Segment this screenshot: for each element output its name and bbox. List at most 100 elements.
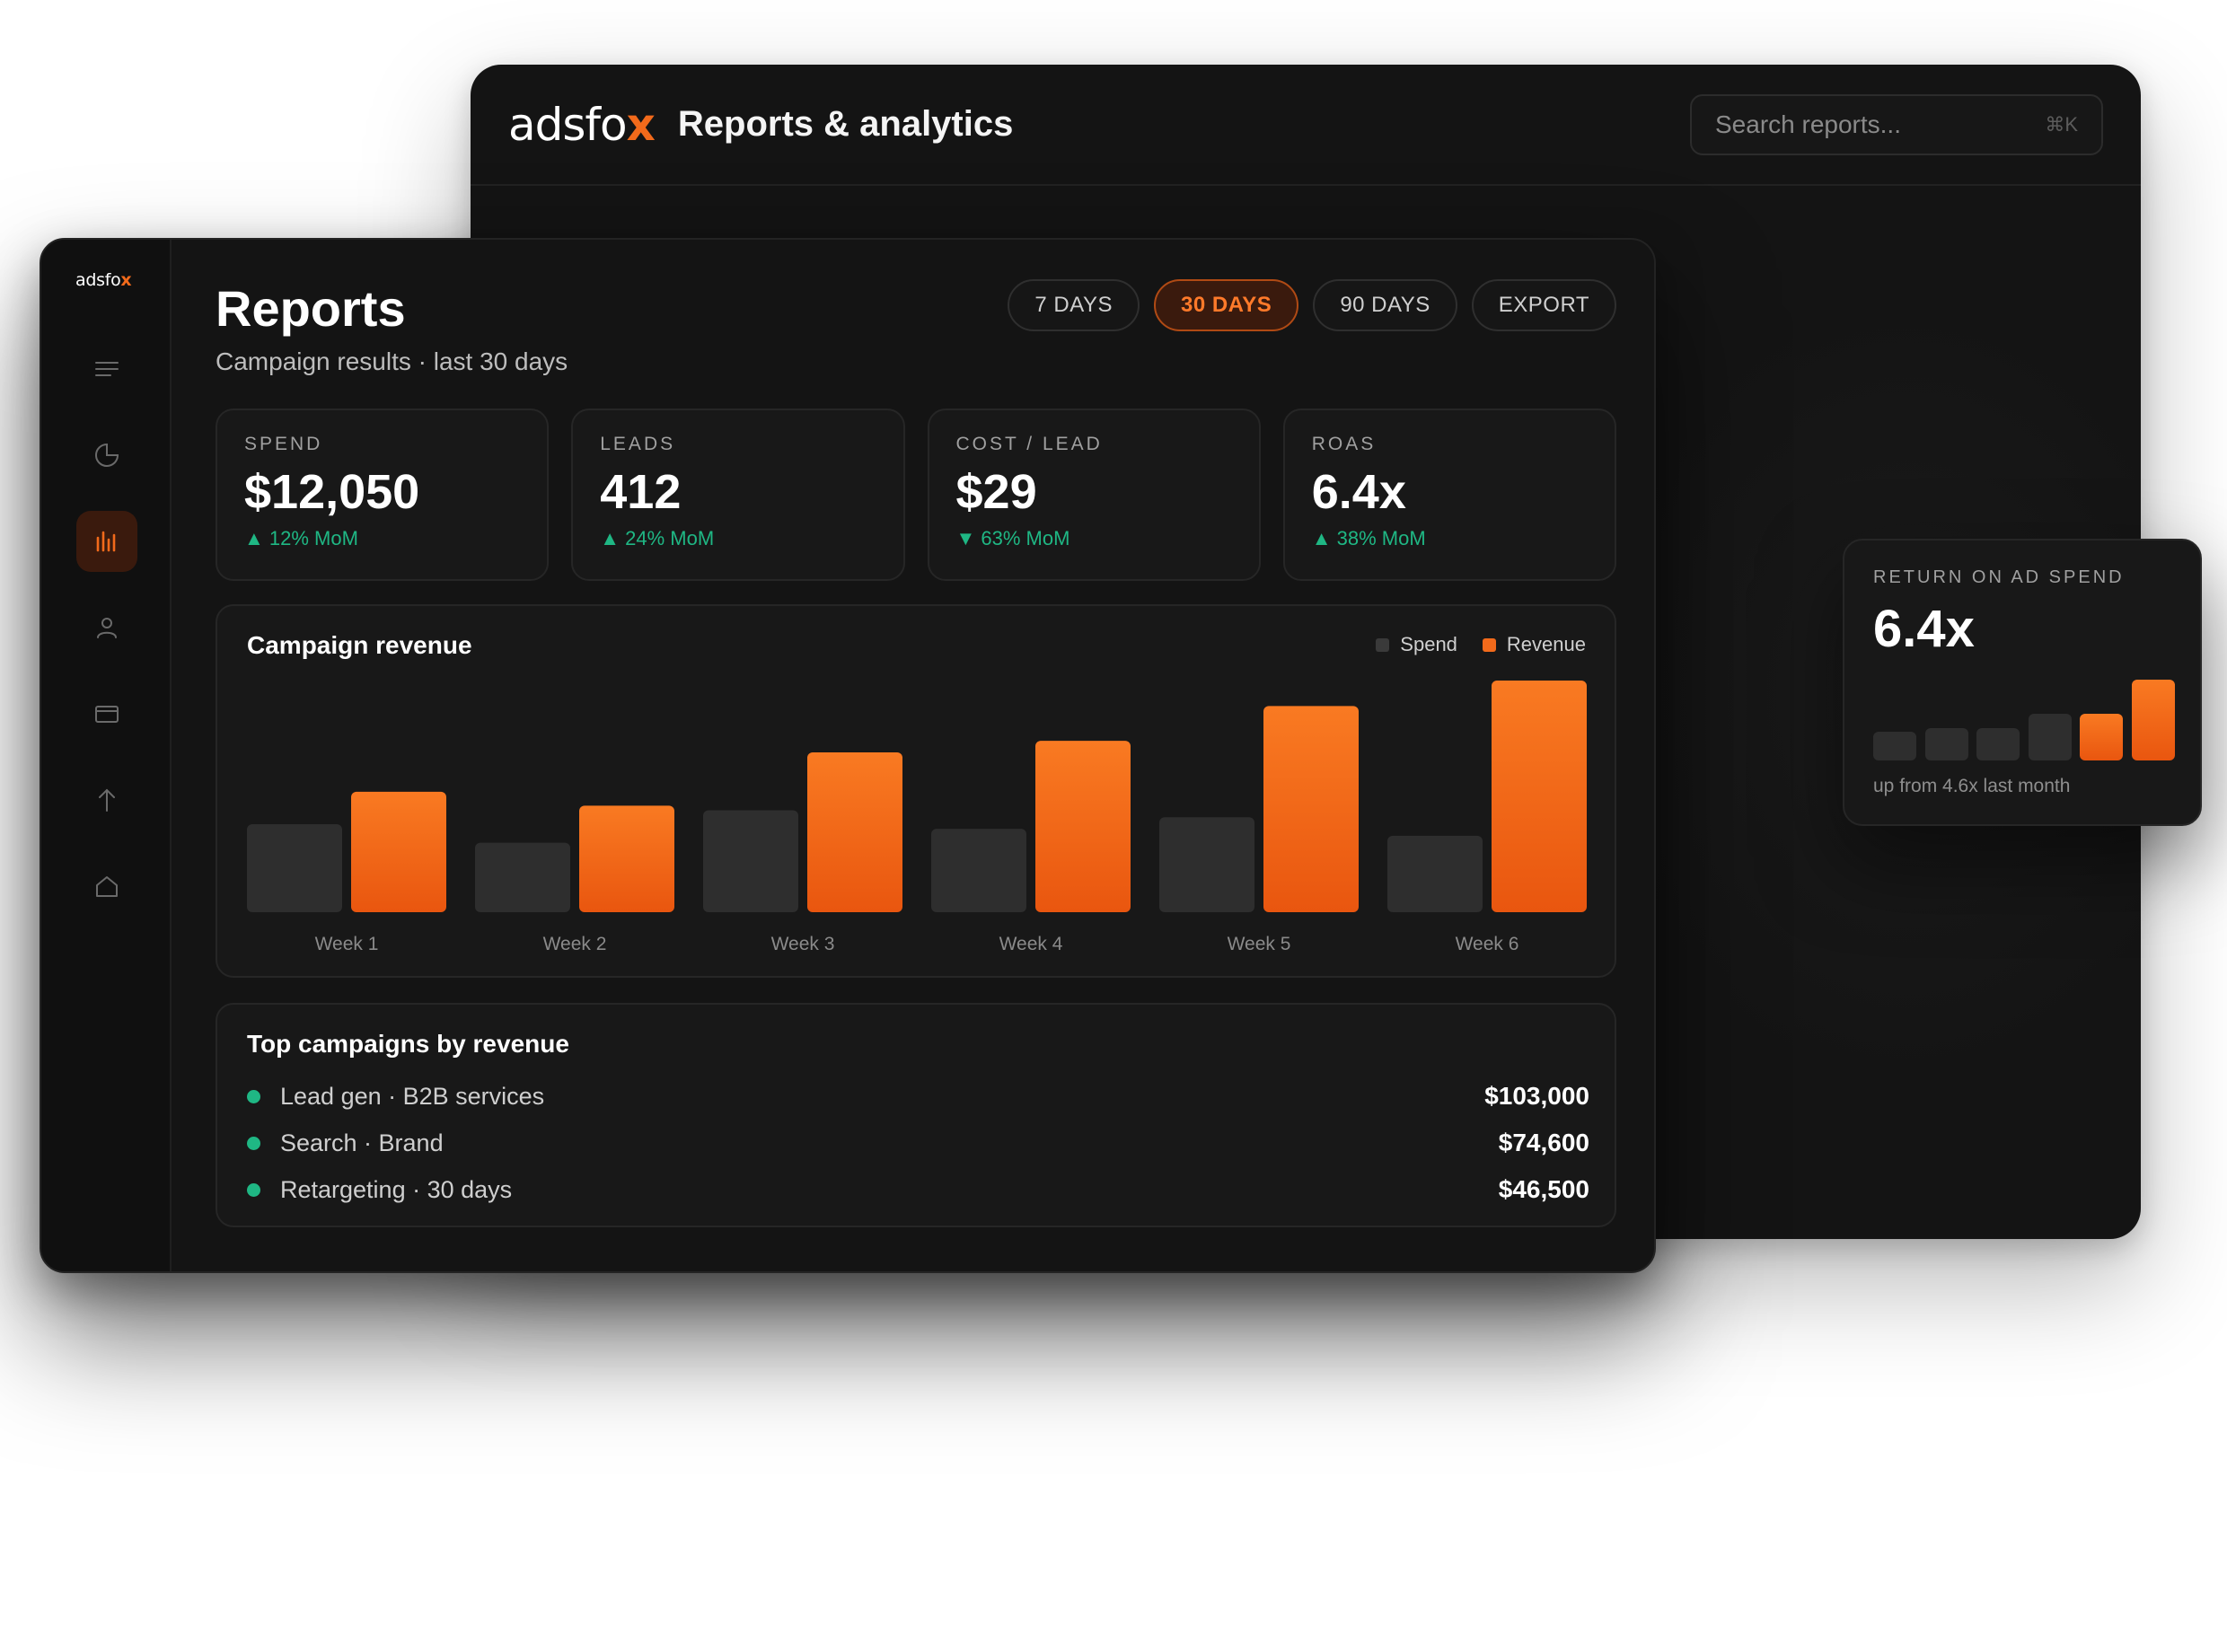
roas-spark-bar — [1924, 728, 1968, 760]
bar-revenue-week-1[interactable] — [351, 791, 446, 912]
date-range-selector: 7 DAYS 30 DAYS 90 DAYS EXPORT — [1008, 279, 1616, 331]
x-tick-label: Week 2 — [543, 934, 607, 954]
campaign-name: Lead gen · B2B services — [280, 1082, 545, 1110]
bar-spend-week-2[interactable] — [475, 842, 570, 912]
upload-icon — [99, 788, 115, 812]
campaign-revenue-chart-card: Week 1 Week 2 Week 3 Week 4 Week 5 Week 6 Cam… — [216, 604, 1616, 978]
legend-label: Spend — [1400, 633, 1457, 655]
export-button[interactable]: EXPORT — [1471, 279, 1616, 331]
kpi-card-spend[interactable]: SPEND $12,050 ▲ 12% MoM — [216, 409, 550, 581]
sidebar: adsfox — [41, 240, 172, 1271]
kpi-label: COST / LEAD — [955, 434, 1103, 454]
range-7-days-button[interactable]: 7 DAYS — [1008, 279, 1140, 331]
bar-revenue-week-5[interactable] — [1263, 706, 1359, 912]
kpi-label: SPEND — [244, 434, 323, 454]
bar-revenue-week-2[interactable] — [579, 805, 674, 912]
bar-spend-week-1[interactable] — [247, 823, 342, 912]
campaign-revenue: $74,600 — [1498, 1129, 1589, 1156]
search-shortcut: ⌘K — [2045, 112, 2078, 136]
bar-spend-week-6[interactable] — [1387, 835, 1483, 912]
pie-chart-icon — [95, 443, 119, 467]
roas-summary-card[interactable]: RETURN ON AD SPEND 6.4x up from 4.6x las… — [1843, 539, 2202, 826]
roas-spark-bar — [2028, 713, 2072, 760]
bar-spend-week-3[interactable] — [703, 810, 798, 912]
sidebar-item-export[interactable] — [76, 769, 137, 830]
sidebar-logo[interactable]: adsfox — [75, 270, 132, 290]
x-tick-label: Week 6 — [1456, 934, 1519, 954]
bar-revenue-week-3[interactable] — [807, 751, 902, 912]
search-placeholder: Search reports... — [1715, 110, 1901, 138]
kpi-change: ▲ 24% MoM — [600, 527, 715, 549]
status-dot — [247, 1182, 260, 1197]
legend-swatch-revenue — [1482, 637, 1496, 652]
kpi-card-cost-per-lead[interactable]: COST / LEAD $29 ▼ 63% MoM — [927, 409, 1261, 581]
x-tick-label: Week 1 — [315, 934, 379, 954]
legend-label: Revenue — [1506, 633, 1586, 655]
bar-spend-week-5[interactable] — [1159, 817, 1254, 912]
x-tick-label: Week 4 — [999, 934, 1063, 954]
menu-icon — [95, 362, 119, 376]
logo-mark: x — [626, 98, 656, 151]
campaign-row[interactable]: Search · Brand $74,600 — [247, 1120, 1589, 1166]
sidebar-item-menu[interactable] — [76, 338, 137, 400]
legend-item-spend[interactable]: Spend — [1376, 633, 1457, 656]
page-title: Reports — [216, 280, 406, 337]
x-tick-label: Week 5 — [1228, 934, 1291, 954]
sidebar-item-reports[interactable] — [76, 511, 137, 572]
campaign-name: Retargeting · 30 days — [280, 1175, 513, 1203]
roas-value: 6.4x — [1873, 600, 1975, 658]
bar-revenue-week-6[interactable] — [1492, 681, 1587, 912]
logo-mark: x — [120, 270, 132, 290]
range-30-days-button[interactable]: 30 DAYS — [1153, 279, 1299, 331]
kpi-change: ▲ 38% MoM — [1311, 527, 1426, 549]
range-90-days-button[interactable]: 90 DAYS — [1313, 279, 1457, 331]
campaign-row[interactable]: Lead gen · B2B services $103,000 — [247, 1073, 1589, 1120]
roas-spark-bar — [2080, 713, 2124, 760]
kpi-card-roas[interactable]: ROAS 6.4x ▲ 38% MoM — [1282, 409, 1616, 581]
bar-spend-week-4[interactable] — [931, 829, 1026, 912]
card-icon — [95, 706, 119, 723]
logo-text: adsfo — [508, 98, 628, 151]
sidebar-item-overview[interactable] — [76, 425, 137, 486]
sidebar-item-billing[interactable] — [76, 683, 137, 744]
legend-item-revenue[interactable]: Revenue — [1482, 633, 1586, 656]
kpi-card-leads[interactable]: LEADS 412 ▲ 24% MoM — [571, 409, 905, 581]
home-icon — [96, 876, 118, 897]
logo-text: adsfo — [75, 270, 121, 290]
roas-spark-bar — [1873, 731, 1916, 760]
kpi-value: 6.4x — [1311, 465, 1406, 519]
bar-revenue-week-4[interactable] — [1035, 741, 1131, 912]
kpi-row: SPEND $12,050 ▲ 12% MoM LEADS 412 ▲ 24% … — [216, 409, 1616, 581]
reports-window: adsfox — [40, 238, 1656, 1273]
sidebar-item-audience[interactable] — [76, 597, 137, 658]
x-tick-label: Week 3 — [771, 934, 835, 954]
roas-spark-bar — [1976, 728, 2020, 760]
campaign-revenue: $103,000 — [1484, 1082, 1589, 1110]
search-input[interactable]: Search reports... ⌘K — [1690, 93, 2103, 155]
top-campaigns-title: Top campaigns by revenue — [247, 1030, 569, 1058]
roas-note: up from 4.6x last month — [1873, 776, 2071, 796]
app-title: Reports & analytics — [677, 104, 1014, 144]
campaign-row[interactable]: Retargeting · 30 days $46,500 — [247, 1166, 1589, 1213]
kpi-label: ROAS — [1311, 434, 1377, 454]
campaign-name: Search · Brand — [280, 1129, 444, 1156]
sidebar-item-home[interactable] — [76, 856, 137, 917]
kpi-value: 412 — [600, 465, 682, 519]
kpi-change: ▼ 63% MoM — [955, 527, 1070, 549]
user-icon — [97, 618, 117, 638]
chart-legend: Spend Revenue — [1376, 633, 1586, 656]
status-dot — [247, 1089, 260, 1103]
legend-swatch-spend — [1376, 637, 1390, 652]
campaign-revenue: $46,500 — [1498, 1175, 1589, 1203]
kpi-label: LEADS — [600, 434, 676, 454]
roas-label: RETURN ON AD SPEND — [1873, 567, 2125, 587]
app-header: adsfo x Reports & analytics Search report… — [471, 65, 2141, 186]
top-campaigns-card: Top campaigns by revenue Lead gen · B2B … — [216, 1003, 1616, 1227]
roas-sparkbars — [1873, 680, 2175, 760]
brand-logo[interactable]: adsfo x — [508, 98, 656, 151]
kpi-value: $12,050 — [244, 465, 420, 519]
page-subtitle: Campaign results · last 30 days — [216, 347, 568, 375]
chart-title: Campaign revenue — [247, 631, 472, 659]
roas-spark-bar — [2132, 680, 2175, 760]
reports-content: Reports Campaign results · last 30 days … — [216, 240, 1616, 1271]
